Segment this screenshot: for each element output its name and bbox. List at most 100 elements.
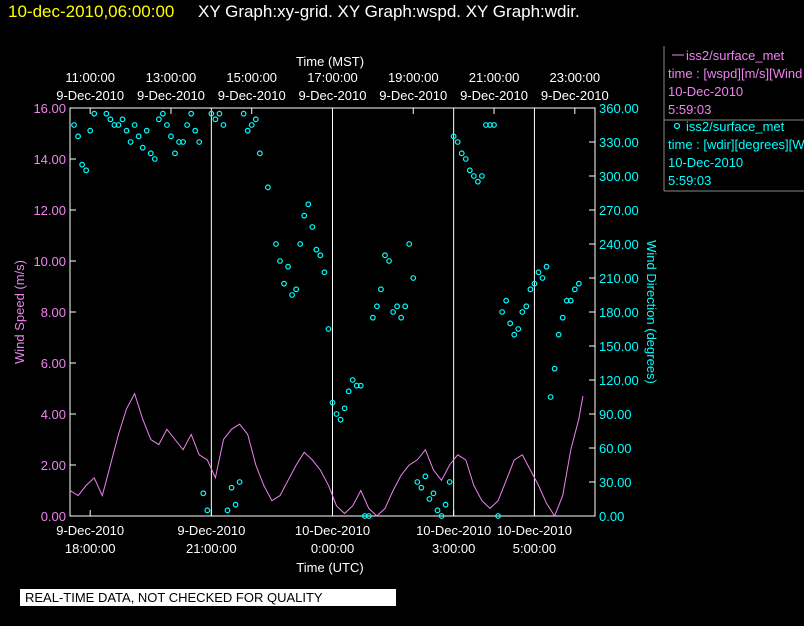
series-wdir-point (434, 507, 441, 514)
series-wdir-point (527, 286, 534, 293)
series-wdir-point (575, 280, 582, 287)
series-wdir-point (357, 382, 364, 389)
series-wdir-point (256, 150, 263, 157)
series-wdir-point (159, 110, 166, 117)
right-tick-label: 0.00 (599, 509, 624, 524)
right-tick-label: 240.00 (599, 237, 639, 252)
series-wdir-point (410, 275, 417, 281)
series-wdir-point (79, 161, 86, 168)
series-wdir-point (285, 263, 291, 270)
series-wdir-point (499, 309, 506, 315)
series-wdir-point (337, 416, 344, 423)
series-wdir-point (454, 139, 461, 145)
bottom-axis-ticks: 9-Dec-2010 18:00:00 9-Dec-2010 21:00:00 10-D… (56, 510, 572, 556)
bottom-tick-date: 10-Dec-2010 (416, 523, 491, 538)
series-wdir-point (507, 320, 514, 327)
series-wdir-point (474, 178, 481, 185)
series-wdir-point (301, 212, 308, 219)
top-tick-time: 15:00:00 (226, 70, 277, 85)
right-tick-label: 180.00 (599, 305, 639, 320)
top-axis-label: Time (MST) (296, 54, 364, 69)
bottom-tick-date: 9-Dec-2010 (177, 523, 245, 538)
legend-detail-line: 10-Dec-2010 (668, 155, 743, 170)
series-wdir-point (297, 241, 304, 247)
series-wdir-point (192, 127, 199, 134)
top-tick-date: 9-Dec-2010 (460, 88, 528, 103)
series-wdir-point (212, 116, 219, 123)
series-wdir-point (442, 501, 449, 508)
top-tick-time: 11:00:00 (65, 70, 115, 85)
legend-circle-swatch (673, 122, 681, 130)
top-tick-date: 9-Dec-2010 (299, 88, 367, 103)
series-wdir-point (91, 110, 98, 117)
series-wdir-point (466, 167, 473, 174)
right-axis-label: Wind Direction (degrees) (644, 240, 659, 384)
series-wdir-point (535, 269, 542, 276)
bottom-tick-time: 21:00:00 (186, 541, 237, 556)
series-wdir-point (515, 326, 522, 332)
series-wdir-point (127, 139, 134, 145)
series-wdir-point (374, 303, 380, 310)
left-tick-label: 10.00 (33, 254, 66, 269)
series-wdir-point (414, 479, 421, 485)
series-wdir-point (147, 150, 154, 157)
left-tick-label: 4.00 (41, 407, 66, 422)
top-tick-time: 21:00:00 (469, 70, 520, 85)
bottom-tick-date: 10-Dec-2010 (497, 523, 572, 538)
series-wdir-point (333, 411, 340, 417)
bottom-tick-date: 9-Dec-2010 (56, 523, 124, 538)
series-wdir-point (567, 297, 574, 304)
top-tick-date: 9-Dec-2010 (56, 88, 124, 103)
series-wspd-line (69, 392, 584, 518)
top-tick-time: 13:00:00 (146, 70, 197, 85)
top-tick-date: 9-Dec-2010 (379, 88, 447, 103)
legend-detail-line: 10-Dec-2010 (668, 84, 743, 99)
right-tick-label: 60.00 (599, 441, 632, 456)
bottom-tick-time: 5:00:00 (513, 541, 556, 556)
series-wdir-point (252, 116, 259, 123)
series-wdir-point (495, 513, 501, 519)
right-tick-label: 360.00 (599, 101, 639, 116)
series-wdir-point (71, 122, 77, 128)
right-tick-label: 150.00 (599, 339, 639, 354)
left-tick-label: 16.00 (33, 101, 66, 116)
right-axis-ticks: 0.00 30.00 60.00 90.00 120.00 150.00 180.00 210… (589, 101, 639, 524)
series-wdir-point (119, 116, 126, 123)
series-wdir-point (143, 127, 150, 134)
series-wdir-point (103, 110, 110, 117)
series-wdir-point (555, 331, 562, 338)
series-wdir-point (172, 150, 178, 157)
series-wdir-point (151, 156, 158, 162)
bottom-tick-time: 0:00:00 (311, 541, 354, 556)
left-tick-label: 0.00 (41, 509, 66, 524)
legend-detail-line: 5:59:03 (668, 173, 711, 188)
series-wdir-point (273, 241, 279, 247)
left-tick-label: 14.00 (33, 152, 66, 167)
series-wdir-point (523, 303, 530, 310)
series-wdir-point (184, 122, 191, 128)
legend-detail-line: time : [wspd][m/s][Wind (668, 66, 802, 81)
bottom-tick-date: 10-Dec-2010 (295, 523, 370, 538)
series-wdir-point (390, 309, 396, 315)
series-wdir-point (83, 167, 90, 174)
series-wdir-point (277, 258, 283, 264)
series-wdir-point (107, 116, 114, 123)
series-wdir-point (180, 139, 186, 145)
series-wdir-point (531, 280, 538, 287)
legend-detail-line: 5:59:03 (668, 102, 711, 117)
top-tick-date: 9-Dec-2010 (541, 88, 609, 103)
series-wdir-point (123, 127, 130, 134)
series-wdir-point (244, 127, 251, 134)
series-wdir-point (426, 496, 433, 502)
series-wdir-point (382, 252, 388, 259)
top-axis-ticks: 11:00:00 9-Dec-2010 13:00:00 9-Dec-2010 15:0… (56, 70, 609, 114)
series-wdir-point (394, 303, 401, 310)
series-wdir-point (317, 252, 324, 259)
series-wdir-point (378, 286, 384, 293)
left-tick-label: 2.00 (41, 458, 66, 473)
series-wdir-point (479, 173, 485, 179)
bottom-tick-time: 3:00:00 (432, 541, 475, 556)
series-wdir-point (200, 490, 207, 497)
bottom-axis-label: Time (UTC) (296, 560, 363, 575)
